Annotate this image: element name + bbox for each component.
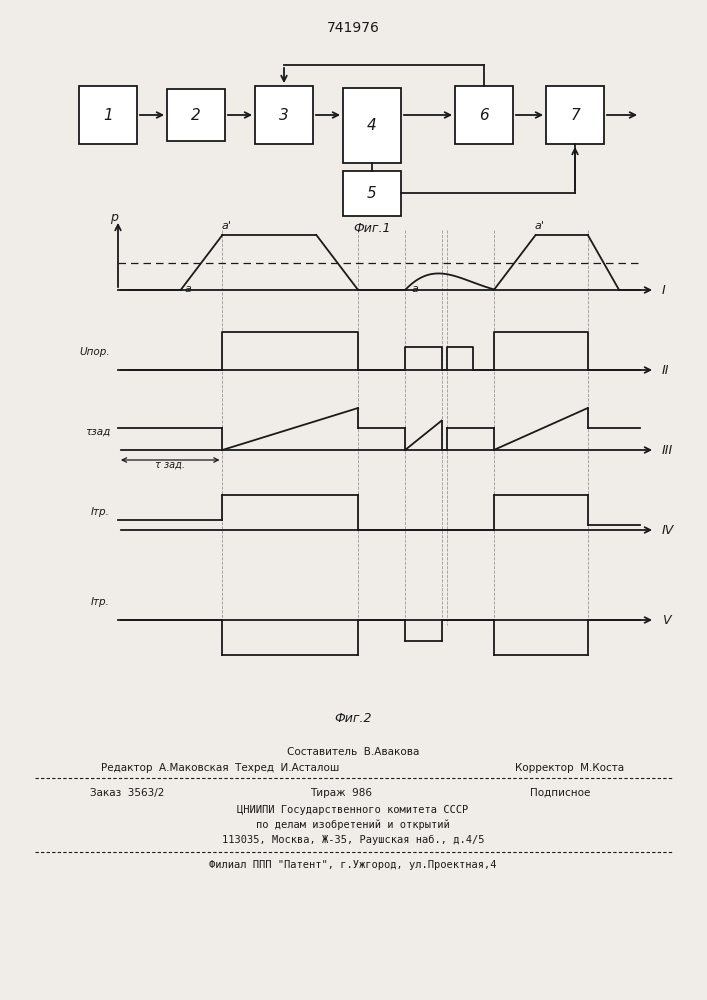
Text: a: a <box>411 284 418 294</box>
Text: a': a' <box>221 221 231 231</box>
Text: III: III <box>662 444 673 456</box>
Text: Iтр.: Iтр. <box>91 507 110 517</box>
Text: Подписное: Подписное <box>530 788 590 798</box>
Text: a': a' <box>534 221 544 231</box>
Text: Uпор.: Uпор. <box>79 347 110 357</box>
Text: Редактор  А.Маковская  Техред  И.Асталош: Редактор А.Маковская Техред И.Асталош <box>101 763 339 773</box>
Text: Заказ  3563/2: Заказ 3563/2 <box>90 788 164 798</box>
Text: 5: 5 <box>367 186 377 200</box>
Text: Составитель  В.Авакова: Составитель В.Авакова <box>287 747 419 757</box>
Text: V: V <box>662 613 670 626</box>
Bar <box>546 86 604 144</box>
Text: Фиг.2: Фиг.2 <box>334 712 372 724</box>
Bar <box>455 86 513 144</box>
Bar <box>255 86 313 144</box>
Text: II: II <box>662 363 670 376</box>
Text: Филиал ППП "Патент", г.Ужгород, ул.Проектная,4: Филиал ППП "Патент", г.Ужгород, ул.Проек… <box>209 860 497 870</box>
Bar <box>167 89 225 141</box>
Text: 2: 2 <box>191 107 201 122</box>
Bar <box>343 170 401 216</box>
Text: Фиг.1: Фиг.1 <box>354 222 391 234</box>
Text: Корректор  М.Коста: Корректор М.Коста <box>515 763 624 773</box>
Text: τзад: τзад <box>85 427 110 437</box>
Text: τ зад.: τ зад. <box>156 460 185 470</box>
Text: ЦНИИПИ Государственного комитета СССР: ЦНИИПИ Государственного комитета СССР <box>238 805 469 815</box>
Text: 4: 4 <box>367 117 377 132</box>
Text: p: p <box>110 211 118 224</box>
Text: 741976: 741976 <box>327 21 380 35</box>
Text: I: I <box>662 284 666 296</box>
Text: a: a <box>185 284 192 294</box>
Bar <box>343 88 401 162</box>
Text: Iтр.: Iтр. <box>91 597 110 607</box>
Text: 113035, Москва, Ж-35, Раушская наб., д.4/5: 113035, Москва, Ж-35, Раушская наб., д.4… <box>222 835 484 845</box>
Text: Тираж  986: Тираж 986 <box>310 788 372 798</box>
Text: IV: IV <box>662 524 674 536</box>
Text: по делам изобретений и открытий: по делам изобретений и открытий <box>256 820 450 830</box>
Text: 6: 6 <box>479 107 489 122</box>
Text: 3: 3 <box>279 107 289 122</box>
Text: 1: 1 <box>103 107 113 122</box>
Text: 7: 7 <box>570 107 580 122</box>
Bar <box>79 86 137 144</box>
